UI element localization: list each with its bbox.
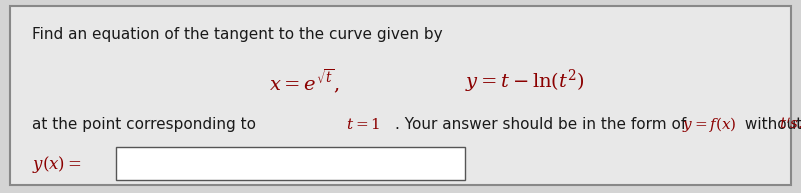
Text: $y(x) =$: $y(x) =$: [32, 154, 82, 174]
Text: $t = 1$: $t = 1$: [346, 117, 380, 132]
Text: Find an equation of the tangent to the curve given by: Find an equation of the tangent to the c…: [32, 27, 443, 42]
Text: $x = e^{\sqrt{t}},$: $x = e^{\sqrt{t}},$: [269, 67, 340, 95]
Text: at the point corresponding to: at the point corresponding to: [32, 117, 261, 132]
FancyBboxPatch shape: [116, 147, 465, 180]
Text: $y = t - \ln(t^2)$: $y = t - \ln(t^2)$: [465, 68, 584, 95]
Text: $y = f(x)$: $y = f(x)$: [682, 115, 737, 134]
FancyBboxPatch shape: [10, 6, 791, 185]
Text: $t' s.$: $t' s.$: [779, 117, 801, 132]
Text: . Your answer should be in the form of: . Your answer should be in the form of: [395, 117, 691, 132]
Text: without: without: [740, 117, 801, 132]
